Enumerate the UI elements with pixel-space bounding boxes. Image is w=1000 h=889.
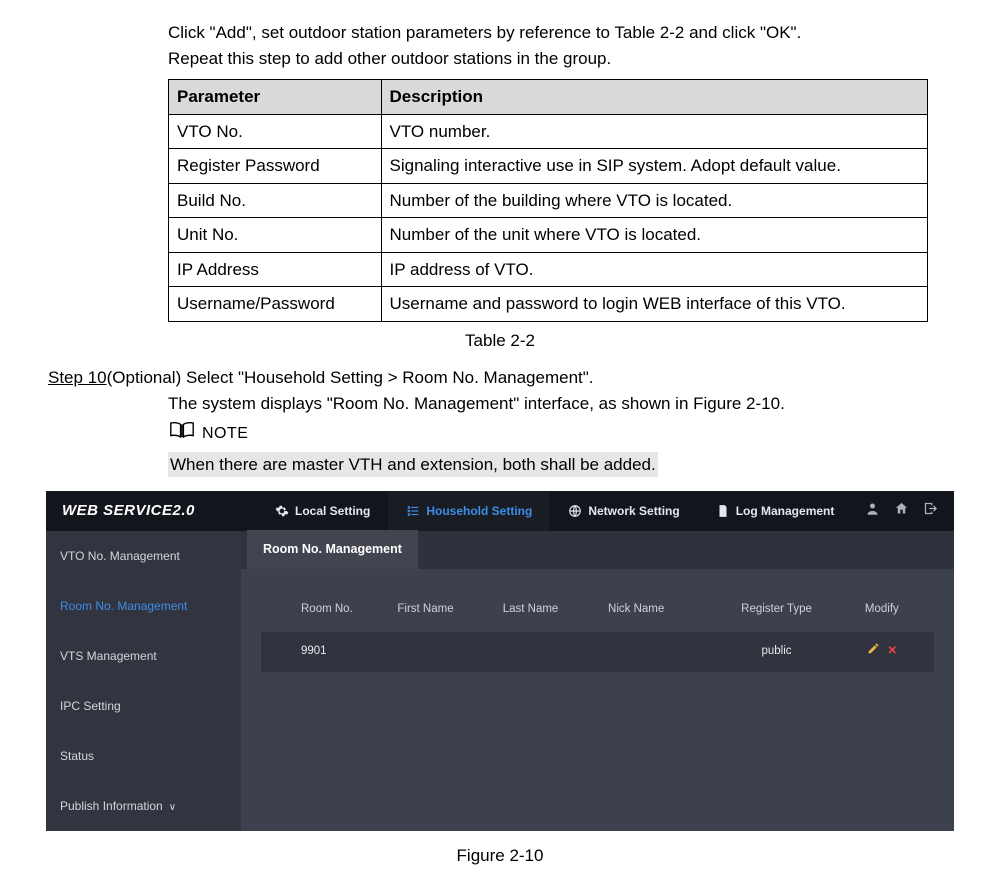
step-label: Step 10: [48, 368, 107, 387]
col-first-name: First Name: [397, 601, 502, 618]
table-row: Build No. Number of the building where V…: [169, 183, 928, 218]
delete-icon[interactable]: ✕: [888, 643, 898, 660]
step-rest: (Optional) Select "Household Setting > R…: [107, 368, 594, 387]
grid-header: Room No. First Name Last Name Nick Name …: [261, 593, 934, 626]
table-row: IP Address IP address of VTO.: [169, 252, 928, 287]
globe-icon: [568, 504, 582, 518]
table-row: Username/Password Username and password …: [169, 287, 928, 322]
sidebar-item-status[interactable]: Status: [46, 731, 241, 781]
cell-modify: ✕: [840, 642, 924, 661]
intro-line-1: Click "Add", set outdoor station paramet…: [168, 20, 960, 46]
sidebar-item-room-no[interactable]: Room No. Management: [46, 581, 241, 631]
col-last-name: Last Name: [503, 601, 608, 618]
list-icon: [406, 504, 420, 518]
gear-icon: [275, 504, 289, 518]
nav-household-setting[interactable]: Household Setting: [388, 491, 550, 531]
th-description: Description: [381, 80, 927, 115]
col-nick-name: Nick Name: [608, 601, 713, 618]
edit-icon[interactable]: [867, 642, 880, 661]
sidebar-item-ipc[interactable]: IPC Setting: [46, 681, 241, 731]
sidebar-item-publish[interactable]: Publish Information∨: [46, 781, 241, 831]
col-room-no: Room No.: [271, 601, 397, 618]
table-row: Register Password Signaling interactive …: [169, 149, 928, 184]
top-nav: Local Setting Household Setting Network …: [257, 491, 852, 531]
table-row: VTO No. VTO number.: [169, 114, 928, 149]
sidebar-item-vts[interactable]: VTS Management: [46, 631, 241, 681]
table-caption: Table 2-2: [40, 328, 960, 354]
document-icon: [716, 504, 730, 518]
nav-log-management[interactable]: Log Management: [698, 491, 853, 531]
sidebar: VTO No. Management Room No. Management V…: [46, 531, 241, 831]
col-modify: Modify: [840, 601, 924, 618]
tab-room-no-management[interactable]: Room No. Management: [247, 530, 418, 569]
cell-register-type: public: [713, 643, 839, 660]
intro-paragraph: Click "Add", set outdoor station paramet…: [168, 20, 960, 71]
nav-network-setting[interactable]: Network Setting: [550, 491, 697, 531]
note-row: NOTE: [168, 420, 960, 448]
parameter-table: Parameter Description VTO No. VTO number…: [168, 79, 928, 322]
app-logo: WEB SERVICE2.0: [62, 500, 257, 523]
figure-caption: Figure 2-10: [40, 843, 960, 869]
table-row: Unit No. Number of the unit where VTO is…: [169, 218, 928, 253]
screenshot-topbar: WEB SERVICE2.0 Local Setting Household S…: [46, 491, 954, 531]
step-description: The system displays "Room No. Management…: [168, 391, 960, 417]
col-register-type: Register Type: [713, 601, 839, 618]
sidebar-item-vto-no[interactable]: VTO No. Management: [46, 531, 241, 581]
step-line: Step 10(Optional) Select "Household Sett…: [48, 365, 960, 391]
note-label: NOTE: [202, 422, 248, 446]
cell-room-no: 9901: [271, 643, 397, 660]
logout-icon[interactable]: [923, 501, 938, 521]
topbar-actions: [865, 501, 938, 521]
chevron-down-icon: ∨: [169, 802, 176, 813]
th-parameter: Parameter: [169, 80, 382, 115]
screenshot-panel: WEB SERVICE2.0 Local Setting Household S…: [46, 491, 954, 831]
user-icon[interactable]: [865, 501, 880, 521]
nav-local-setting[interactable]: Local Setting: [257, 491, 388, 531]
intro-line-2: Repeat this step to add other outdoor st…: [168, 46, 960, 72]
note-book-icon: [168, 420, 196, 448]
home-icon[interactable]: [894, 501, 909, 521]
note-text: When there are master VTH and extension,…: [168, 452, 658, 478]
grid-row: 9901 public ✕: [261, 632, 934, 671]
main-panel: Room No. Management Room No. First Name …: [241, 531, 954, 831]
